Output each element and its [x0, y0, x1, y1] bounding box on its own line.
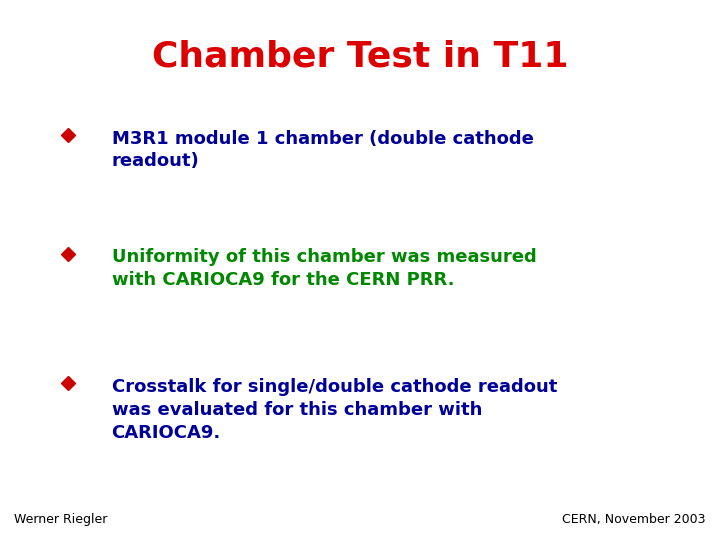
- Text: Crosstalk for single/double cathode readout
was evaluated for this chamber with
: Crosstalk for single/double cathode read…: [112, 378, 557, 442]
- Text: CERN, November 2003: CERN, November 2003: [562, 514, 706, 526]
- Text: Werner Riegler: Werner Riegler: [14, 514, 108, 526]
- Text: Chamber Test in T11: Chamber Test in T11: [152, 40, 568, 73]
- Text: M3R1 module 1 chamber (double cathode
readout): M3R1 module 1 chamber (double cathode re…: [112, 130, 534, 171]
- Text: Uniformity of this chamber was measured
with CARIOCA9 for the CERN PRR.: Uniformity of this chamber was measured …: [112, 248, 536, 289]
